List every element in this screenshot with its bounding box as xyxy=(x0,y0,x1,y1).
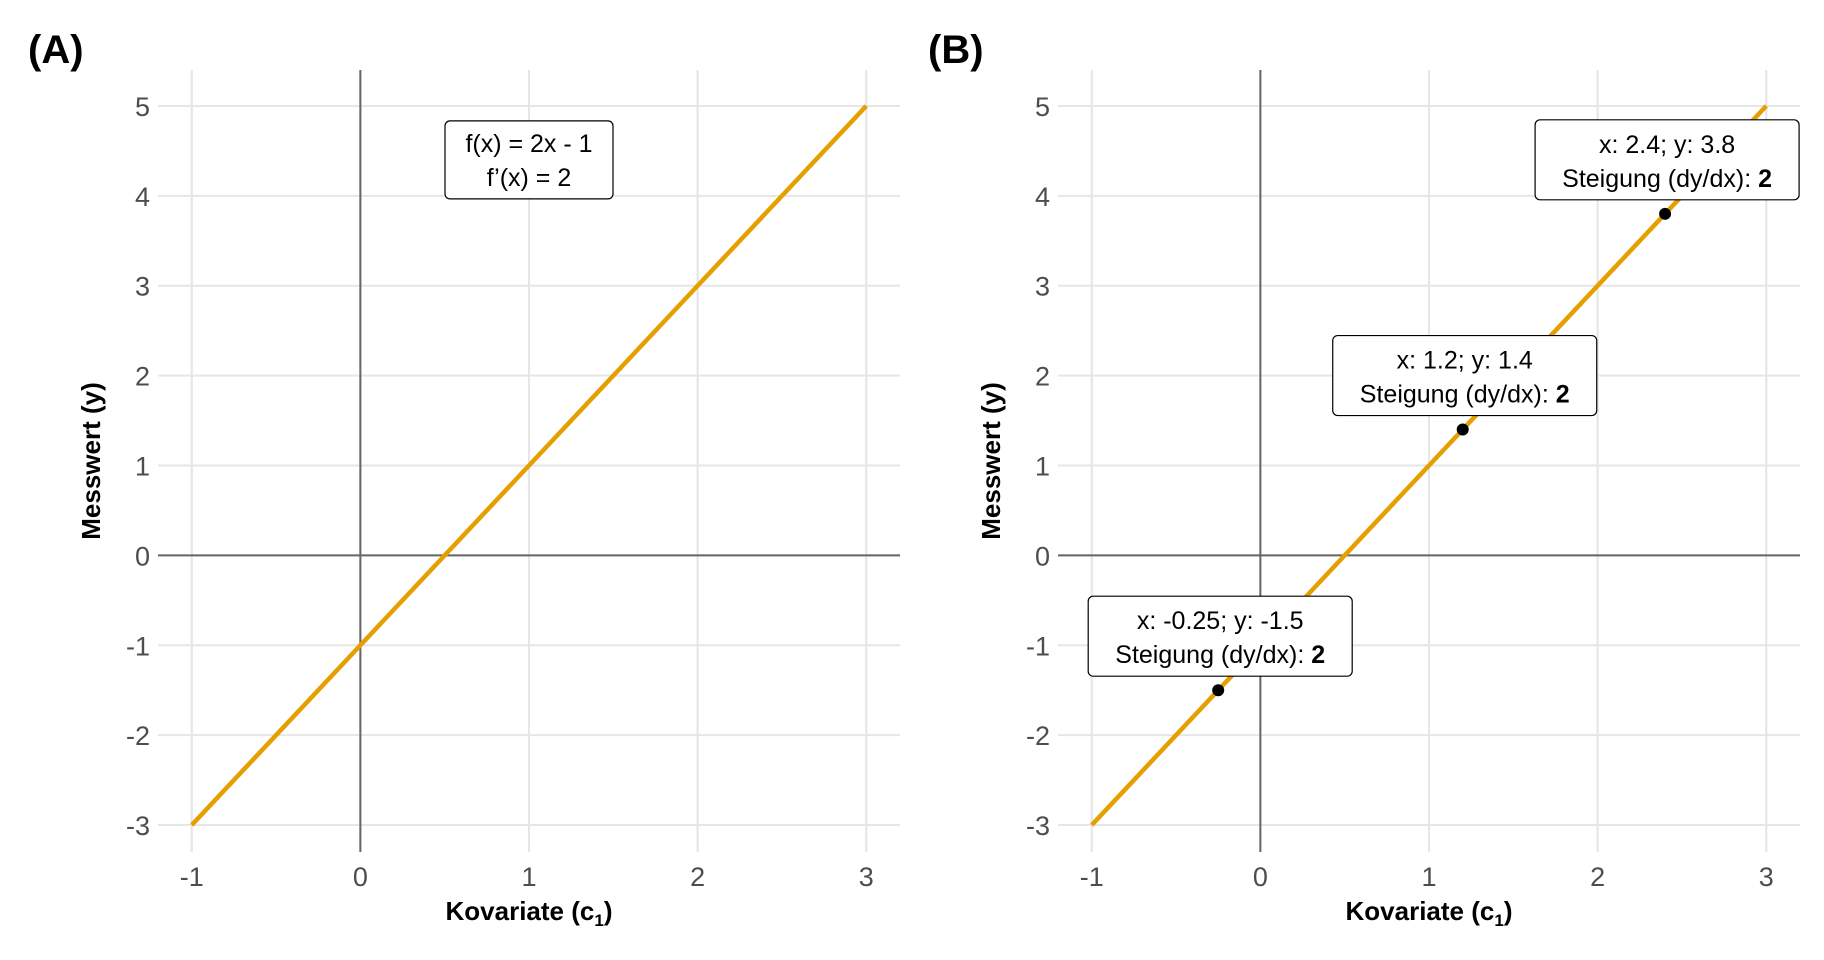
point-label-box xyxy=(1332,334,1598,417)
annotation-box xyxy=(444,120,614,200)
x-tick-label: -1 xyxy=(180,862,204,892)
point-label-coords: x: -0.25; y: -1.5 xyxy=(1137,607,1304,635)
chart-panel-a: -1 0 1 2 3 -3 -2 -1 0 1 2 3 4 5 Kovariate (c1) Messwert… xyxy=(76,70,900,930)
x-tick-label: -1 xyxy=(1080,862,1104,892)
y-tick-label: -1 xyxy=(126,631,150,661)
x-tick-label: 0 xyxy=(353,862,368,892)
chart-panel-b: -1 0 1 2 3 -3 -2 -1 0 1 2 3 4 5 Kovariate (c1) Messwert… xyxy=(976,70,1800,930)
y-tick-label: 4 xyxy=(135,182,150,212)
y-tick-label: 1 xyxy=(135,451,150,481)
x-tick-label: 1 xyxy=(521,862,536,892)
x-tick-label: 2 xyxy=(1590,862,1605,892)
point-label-box xyxy=(1087,595,1353,677)
y-tick-label: 5 xyxy=(135,92,150,122)
point-label-coords: x: 1.2; y: 1.4 xyxy=(1397,347,1533,375)
y-tick-label: -2 xyxy=(1026,721,1050,751)
data-point xyxy=(1456,423,1469,436)
annotation-text: f’(x) = 2 xyxy=(487,164,572,192)
x-tick-label: 3 xyxy=(859,862,874,892)
data-point xyxy=(1212,684,1225,697)
point-label-coords: x: 2.4; y: 3.8 xyxy=(1599,131,1735,159)
y-tick-label: 0 xyxy=(135,541,150,571)
data-point xyxy=(1659,207,1672,220)
x-tick-label: 2 xyxy=(690,862,705,892)
series-line xyxy=(190,104,868,827)
y-tick-label: 3 xyxy=(1035,272,1050,302)
point-label-slope: Steigung (dy/dx): 2 xyxy=(1115,641,1325,669)
panel-label-b: (B) xyxy=(928,28,984,72)
x-tick-label: 3 xyxy=(1759,862,1774,892)
point-label-box xyxy=(1534,119,1800,201)
y-tick-label: -3 xyxy=(1026,811,1050,841)
series-line xyxy=(1090,104,1768,827)
y-tick-label: -2 xyxy=(126,721,150,751)
y-tick-label: 4 xyxy=(1035,182,1050,212)
annotation-text: f(x) = 2x - 1 xyxy=(465,130,592,158)
point-label-slope: Steigung (dy/dx): 2 xyxy=(1562,165,1772,193)
y-tick-label: 0 xyxy=(1035,541,1050,571)
y-tick-label: 2 xyxy=(1035,362,1050,392)
panel-label-a: (A) xyxy=(28,28,84,72)
x-tick-label: 1 xyxy=(1421,862,1436,892)
y-tick-label: 1 xyxy=(1035,451,1050,481)
y-axis-title: Messwert (y) xyxy=(976,382,1006,540)
y-tick-label: 5 xyxy=(1035,92,1050,122)
y-tick-label: -1 xyxy=(1026,631,1050,661)
y-tick-label: 3 xyxy=(135,272,150,302)
x-axis-title: Kovariate (c1) xyxy=(446,896,613,930)
x-axis-title: Kovariate (c1) xyxy=(1346,896,1513,930)
y-tick-label: 2 xyxy=(135,362,150,392)
y-tick-label: -3 xyxy=(126,811,150,841)
point-label-slope: Steigung (dy/dx): 2 xyxy=(1360,381,1570,409)
y-axis-title: Messwert (y) xyxy=(76,382,106,540)
x-tick-label: 0 xyxy=(1253,862,1268,892)
